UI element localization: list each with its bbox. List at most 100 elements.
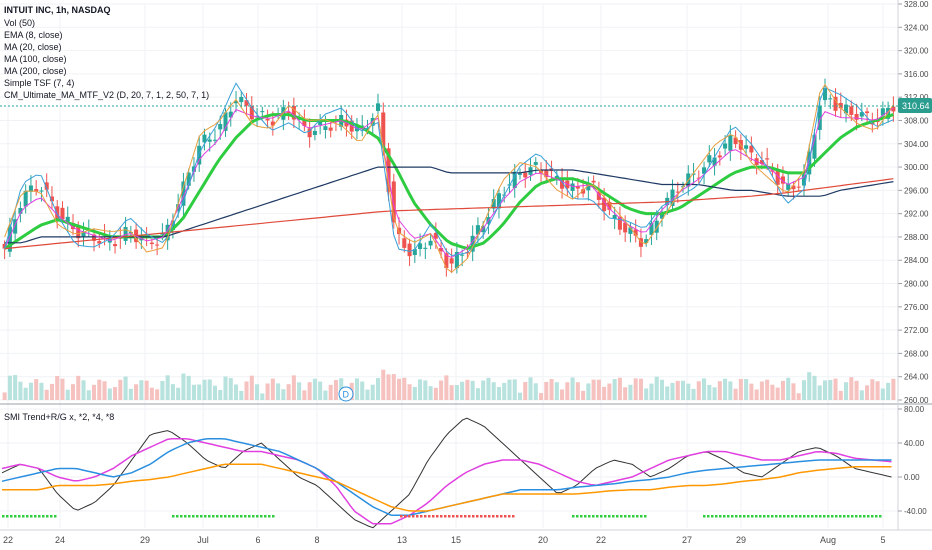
smi-signal-dot (456, 515, 459, 518)
candle-body (638, 238, 643, 247)
candle-body (496, 193, 501, 209)
candle-body (817, 106, 822, 130)
volume-bar (144, 380, 149, 400)
volume-bar (113, 387, 118, 400)
smi-label[interactable]: SMI Trend+R/G x, *2, *4, *8 (4, 412, 114, 422)
tsf-line (4, 83, 894, 273)
dividend-marker-icon[interactable] (338, 386, 354, 402)
smi-signal-dot (612, 515, 615, 518)
smi-signal-dot (220, 515, 223, 518)
volume-bar (360, 381, 365, 400)
y-tick-label: 296.00 (904, 186, 929, 195)
volume-bar (375, 378, 381, 400)
smi-signal-dot (831, 515, 834, 518)
candle-body (733, 137, 738, 145)
volume-bar (49, 383, 54, 400)
candle-body (786, 183, 791, 190)
smi-signal-dot (460, 515, 463, 518)
volume-bar (86, 390, 91, 400)
volume-bar (2, 392, 7, 400)
indicator-label[interactable]: EMA (8, close) (4, 30, 63, 40)
smi-signal-dot (767, 515, 770, 518)
candle-body (44, 182, 49, 190)
volume-bar (749, 383, 754, 400)
smi-signal-dot (256, 515, 259, 518)
candle-body (723, 143, 728, 149)
candle-body (328, 127, 333, 131)
y-tick-label: 328.00 (904, 0, 929, 9)
smi-signal-dot (743, 515, 746, 518)
smi-signal-dot (783, 515, 786, 518)
volume-bar (312, 378, 317, 400)
candle-body (454, 251, 459, 269)
candle-body (581, 189, 586, 194)
candle-body (596, 191, 601, 200)
indicator-label[interactable]: MA (200, close) (4, 66, 67, 76)
smi-axis[interactable]: 80.00 40.00 0.00 -40.00 (898, 405, 927, 516)
candle-body (759, 160, 764, 164)
smi-signal-dot (640, 515, 643, 518)
indicator-label[interactable]: Simple TSF (7, 4) (4, 78, 74, 88)
volume-bar (844, 382, 849, 400)
smi-signal-dot (472, 515, 475, 518)
volume-bar (439, 380, 444, 400)
smi-signal-dot (6, 515, 9, 518)
volume-bar (717, 381, 722, 400)
volume-bar (18, 381, 23, 400)
volume-bar (759, 381, 764, 400)
volume-bar (807, 372, 812, 400)
smi-signal-dot (735, 515, 738, 518)
volume-bar (81, 380, 86, 400)
y-tick-label: 312.00 (904, 93, 929, 102)
price-axis[interactable]: 328.00 324.00 320.00 316.00 312.00 308.00 304.… (897, 0, 929, 530)
smi-signal-dot (488, 515, 491, 518)
smi-signal-dot (248, 515, 251, 518)
volume-bar (675, 380, 680, 400)
volume-bar (176, 387, 181, 400)
volume-bar (13, 375, 18, 400)
indicator-label[interactable]: CM_Ultimate_MA_MTF_V2 (D, 20, 7, 1, 2, 5… (4, 90, 209, 100)
indicator-label[interactable]: MA (20, close) (4, 42, 62, 52)
indicator-label[interactable]: Vol (50) (4, 18, 35, 28)
smi-signal-dot (244, 515, 247, 518)
smi-signal-dot (272, 515, 275, 518)
candle-body (128, 232, 133, 234)
candle-body (218, 124, 223, 130)
smi-signal-dot (819, 515, 822, 518)
smi-signal-dot (428, 515, 431, 518)
volume-bar (433, 387, 438, 400)
volume-bar (165, 375, 170, 400)
candle-body (97, 241, 102, 244)
smi-signal-dot (412, 515, 415, 518)
x-tick-label: Jul (197, 535, 209, 545)
candle-body (123, 227, 128, 241)
time-axis[interactable]: 22 24 29 Jul 6 8 13 15 20 22 27 29 Aug 5 (3, 535, 886, 545)
volume-bar (170, 384, 175, 400)
candle-body (70, 223, 76, 230)
volume-bar (28, 382, 33, 400)
candle-body (239, 96, 244, 103)
volume-bar (560, 389, 565, 400)
volume-bar (276, 383, 281, 400)
x-tick-label: 5 (880, 535, 885, 545)
volume-bar (702, 378, 707, 400)
y-tick-label: 324.00 (904, 23, 929, 32)
volume-bar (775, 387, 780, 400)
smi-signal-dot (632, 515, 635, 518)
smi-signal-dot (867, 515, 870, 518)
candle-body (270, 121, 275, 126)
volume-bar (517, 392, 523, 400)
indicator-label[interactable]: MA (100, close) (4, 54, 67, 64)
smi-signal-dot (236, 515, 239, 518)
candle-body (449, 258, 454, 264)
volume-bar (55, 375, 60, 400)
candle-body (575, 186, 580, 189)
smi-signal-dot (42, 515, 45, 518)
smi-signal-dot (616, 515, 619, 518)
smi-series-line (1, 417, 892, 529)
volume-bar (39, 382, 44, 400)
smi-signal-dot (484, 515, 487, 518)
price-badge (898, 98, 932, 113)
smi-signal-dot (492, 515, 495, 518)
